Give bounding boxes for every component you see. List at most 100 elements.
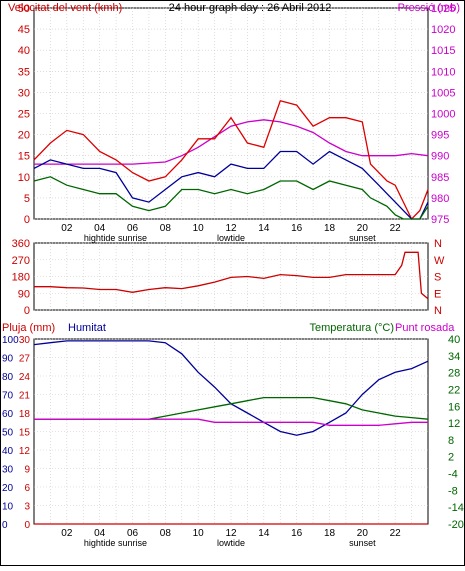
chart3-rain-tick: 21	[19, 391, 31, 402]
chart1-xtick: 16	[291, 223, 303, 234]
chart3-humidity-tick: 30	[2, 465, 14, 476]
chart3-xtick: 18	[324, 528, 336, 539]
chart3-xtick: 14	[258, 528, 270, 539]
chart3-rain-tick: 18	[19, 409, 31, 420]
chart1-right-tick: 995	[431, 130, 449, 142]
chart3-temp-tick: 12	[448, 418, 460, 430]
chart1-right-tick: 985	[431, 172, 449, 184]
chart1-left-axis-label: Velocitat del vent (kmh)	[8, 2, 122, 14]
chart3-dewpoint-axis-label: Punt rosada	[395, 322, 455, 334]
chart3-xtick: 10	[193, 528, 205, 539]
chart3-xtick: 16	[291, 528, 303, 539]
chart1-series-3	[33, 176, 429, 220]
chart3-rain-tick: 27	[19, 354, 31, 365]
chart2-left-tick: 270	[12, 255, 30, 267]
chart3-temp-tick: -8	[448, 485, 458, 497]
chart1-xtick: 06	[127, 223, 139, 234]
chart1-right-tick: 1020	[431, 24, 455, 36]
chart3-xsub-label: lowtide	[217, 538, 245, 548]
chart1-right-tick: 1025	[431, 3, 455, 15]
chart2-direction-label: E	[434, 288, 441, 300]
chart3-humidity-tick: 80	[2, 372, 14, 383]
chart1-title: 24 hour graph day : 26 Abril 2012	[169, 2, 332, 14]
chart1-xsub-label: sunrise	[118, 233, 147, 243]
chart3-humidity-tick: 20	[2, 483, 14, 494]
chart3-humidity-tick: 50	[2, 428, 14, 439]
chart3-temp-tick: 2	[448, 452, 454, 464]
chart1-right-tick: 980	[431, 193, 449, 205]
chart2-left-tick: 90	[18, 288, 30, 300]
chart3-series-2	[34, 418, 428, 426]
chart1-left-tick: 10	[18, 172, 30, 184]
chart3-xtick: 08	[160, 528, 172, 539]
chart2-direction-label: W	[434, 255, 445, 267]
chart1-xtick: 20	[357, 223, 369, 234]
chart1-left-tick: 50	[18, 3, 30, 15]
chart3-temp-tick: -20	[448, 519, 464, 531]
chart3-temp-axis-label: Temperatura (°C)	[310, 322, 394, 334]
chart2-left-tick: 0	[24, 305, 30, 317]
chart2-left-tick: 180	[12, 272, 30, 284]
chart1-xtick: 08	[160, 223, 172, 234]
chart3-humidity-tick: 100	[2, 335, 19, 346]
chart2-direction-label: S	[434, 272, 441, 284]
chart3-temp-tick: 16	[448, 401, 460, 413]
chart3-xtick: 12	[225, 528, 237, 539]
chart2-series-0	[34, 251, 429, 300]
chart3-humidity-tick: 60	[2, 409, 14, 420]
chart3-xsub-label: hightide	[84, 538, 116, 548]
chart1-left-tick: 30	[18, 87, 30, 99]
chart3-rain-tick: 15	[19, 428, 31, 439]
chart1-right-tick: 990	[431, 151, 449, 163]
chart3-temp-tick: 28	[448, 368, 460, 380]
chart1-series-1	[33, 100, 429, 221]
chart1-right-tick: 975	[431, 214, 449, 226]
chart3-series-0	[33, 340, 429, 436]
chart1-xtick: 12	[225, 223, 237, 234]
chart1-left-tick: 45	[18, 24, 30, 36]
chart3-rain-tick: 30	[19, 335, 31, 346]
chart3-humidity-tick: 0	[2, 520, 8, 531]
chart3-humidity-tick: 90	[2, 354, 14, 365]
chart1-right-axis-label: Pressió (mb)	[398, 2, 460, 14]
chart3-rain-axis-label: Pluja (mm)	[2, 322, 55, 334]
chart1-series-0	[34, 119, 429, 165]
chart1-right-tick: 1010	[431, 66, 455, 78]
chart1-xtick: 18	[324, 223, 336, 234]
chart3-rain-tick: 24	[19, 372, 31, 383]
chart2-left-tick: 360	[12, 238, 30, 250]
chart3-humidity-tick: 70	[2, 391, 14, 402]
chart1-left-tick: 35	[18, 66, 30, 78]
chart3-xsub-label: sunset	[349, 538, 376, 548]
chart3-rain-tick: 6	[24, 483, 30, 494]
chart1-right-tick: 1000	[431, 109, 455, 121]
chart3-rain-tick: 9	[24, 465, 30, 476]
chart3-xtick: 20	[357, 528, 369, 539]
chart1-left-tick: 0	[24, 214, 30, 226]
chart1-xtick: 14	[258, 223, 270, 234]
chart1-right-tick: 1015	[431, 45, 455, 57]
chart3-temp-tick: 22	[448, 384, 460, 396]
chart3-humidity-tick: 10	[2, 502, 14, 513]
chart3-humidity-tick: 40	[2, 446, 14, 457]
chart1-xsub-label: sunset	[349, 233, 376, 243]
chart1-left-tick: 40	[18, 45, 30, 57]
chart2-direction-label: N	[434, 238, 442, 250]
chart1-xtick: 04	[94, 223, 106, 234]
chart3-temp-tick: 40	[448, 334, 460, 346]
chart3-xtick: 02	[61, 528, 73, 539]
chart3-rain-tick: 12	[19, 446, 31, 457]
chart1-series-2	[33, 150, 429, 220]
chart3-temp-tick: 34	[448, 351, 460, 363]
chart1-left-tick: 15	[18, 151, 30, 163]
chart3-humidity-axis-label: Humitat	[68, 322, 106, 334]
chart3-temp-tick: 8	[448, 435, 454, 447]
chart1-xtick: 02	[61, 223, 73, 234]
chart1-xtick: 10	[193, 223, 205, 234]
chart2-direction-label: N	[434, 305, 442, 317]
chart1-right-tick: 1005	[431, 87, 455, 99]
chart3-temp-tick: -4	[448, 469, 458, 481]
chart3-rain-tick: 0	[24, 520, 30, 531]
chart3-xtick: 06	[127, 528, 139, 539]
chart3-rain-tick: 3	[24, 502, 30, 513]
